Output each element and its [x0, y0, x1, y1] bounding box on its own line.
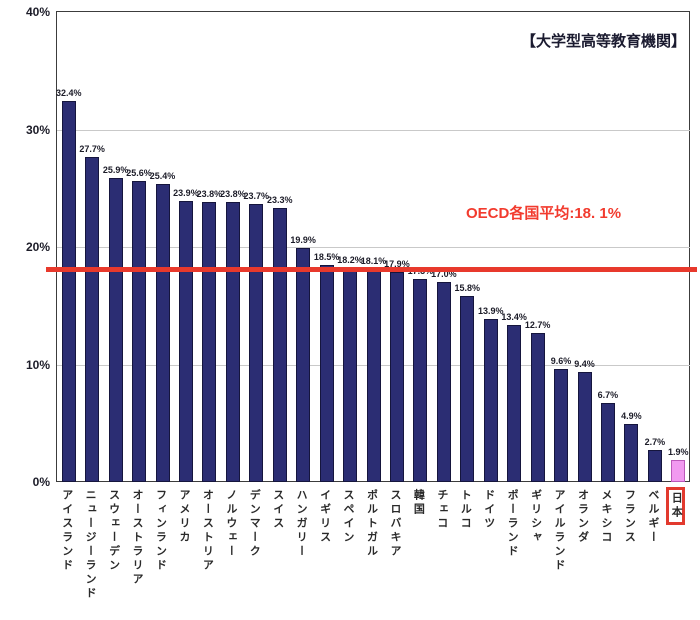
- x-axis-label-ハンガリー: ハンガリー: [295, 489, 308, 559]
- x-axis-label-日本: 日本: [666, 487, 686, 525]
- x-axis-label-韓国: 韓国: [412, 489, 425, 517]
- x-axis-label-ギリシャ: ギリシャ: [529, 489, 542, 545]
- bar-韓国: [413, 278, 428, 482]
- x-axis-label-ベルギー: ベルギー: [646, 489, 659, 545]
- x-axis-label-ドイツ: ドイツ: [482, 489, 495, 531]
- x-axis-label-メキシコ: メキシコ: [599, 489, 612, 545]
- value-label: 15.8%: [454, 283, 481, 294]
- bar-メキシコ: [600, 403, 615, 482]
- value-label: 2.7%: [644, 437, 666, 448]
- x-axis-label-トルコ: トルコ: [459, 489, 472, 531]
- bar-ポルトガル: [366, 269, 381, 482]
- bar-ベルギー: [647, 450, 662, 482]
- x-axis-label-アメリカ: アメリカ: [177, 489, 190, 545]
- value-label: 9.6%: [550, 356, 572, 367]
- bar-アイルランド: [554, 369, 569, 482]
- value-label: 23.8%: [220, 189, 246, 200]
- x-axis-label-チェコ: チェコ: [435, 489, 448, 531]
- x-axis-label-アイスランド: アイスランド: [60, 489, 73, 573]
- value-label: 4.9%: [621, 411, 642, 422]
- y-tick-label: 40%: [25, 5, 50, 19]
- gridline: [57, 247, 690, 248]
- x-axis-label-オーストリア: オーストリア: [201, 489, 214, 573]
- oecd-average-label: OECD各国平均:18. 1%: [466, 205, 622, 222]
- bar-日本: [671, 459, 686, 482]
- value-label: 25.4%: [149, 170, 176, 181]
- x-axis-label-スロバキア: スロバキア: [388, 489, 401, 559]
- value-label: 23.3%: [266, 195, 293, 206]
- x-axis-label-オーストラリア: オーストラリア: [131, 489, 144, 587]
- x-axis-label-ノルウェー: ノルウェー: [224, 489, 237, 559]
- oecd-average-line: [46, 267, 697, 272]
- y-tick-label: 10%: [25, 357, 50, 372]
- value-label: 23.9%: [173, 188, 199, 199]
- value-label: 12.7%: [524, 319, 551, 330]
- value-label: 18.1%: [360, 256, 387, 267]
- bar-オーストラリア: [132, 181, 147, 482]
- x-axis-label-ニュージーランド: ニュージーランド: [84, 489, 97, 601]
- bar-ギリシャ: [530, 332, 545, 482]
- chart-title: 【大学型高等教育機関】: [520, 33, 686, 50]
- x-axis-label-デンマーク: デンマーク: [248, 489, 261, 559]
- value-label: 32.4%: [55, 88, 82, 99]
- value-label: 1.9%: [668, 446, 689, 457]
- bar-オーストリア: [202, 202, 217, 482]
- y-tick-label: 20%: [25, 240, 50, 254]
- value-label: 18.2%: [337, 255, 363, 266]
- x-axis-label-スイス: スイス: [271, 489, 284, 531]
- bar-フランス: [624, 424, 639, 482]
- value-label: 6.7%: [597, 390, 619, 401]
- value-label: 13.4%: [501, 311, 527, 322]
- bar-ポーランド: [507, 324, 522, 482]
- bar-デンマーク: [249, 203, 264, 482]
- value-label: 18.5%: [313, 251, 340, 262]
- x-axis-label-ポーランド: ポーランド: [506, 489, 519, 559]
- x-axis-label-スペイン: スペイン: [342, 489, 355, 545]
- bar-フィンランド: [155, 183, 170, 482]
- x-axis-label-フィンランド: フィンランド: [154, 489, 167, 573]
- bar-ハンガリー: [296, 248, 311, 482]
- value-label: 23.8%: [196, 189, 223, 200]
- bar-スロバキア: [389, 271, 404, 482]
- x-axis-label-オランダ: オランダ: [576, 489, 589, 545]
- bar-スイス: [272, 208, 287, 482]
- x-axis-label-イギリス: イギリス: [318, 489, 331, 545]
- value-label: 13.9%: [477, 305, 504, 316]
- value-label: 17.9%: [384, 258, 410, 269]
- bar-オランダ: [577, 371, 592, 482]
- y-tick-label: 30%: [25, 122, 50, 137]
- bar-アイスランド: [61, 101, 76, 482]
- value-label: 23.7%: [243, 190, 270, 201]
- gridline: [57, 129, 690, 131]
- value-label: 25.6%: [126, 168, 152, 179]
- value-label: 25.9%: [102, 164, 129, 175]
- x-axis-label-スウェーデン: スウェーデン: [107, 489, 120, 573]
- value-label: 17.0%: [431, 269, 457, 280]
- bar-ドイツ: [483, 318, 498, 482]
- x-axis-label-フランス: フランス: [623, 489, 636, 545]
- value-label: 27.7%: [79, 143, 105, 154]
- bar-スペイン: [343, 268, 358, 482]
- value-label: 9.4%: [574, 358, 595, 369]
- bar-ニュージーランド: [85, 156, 100, 482]
- bar-ノルウェー: [225, 202, 240, 482]
- bar-チェコ: [436, 282, 451, 482]
- y-tick-label: 0%: [32, 475, 50, 489]
- bar-スウェーデン: [108, 177, 123, 482]
- x-axis-label-ポルトガル: ポルトガル: [365, 489, 378, 559]
- bar-アメリカ: [178, 201, 193, 482]
- bar-イギリス: [319, 264, 334, 482]
- bar-トルコ: [460, 296, 475, 482]
- x-axis-label-アイルランド: アイルランド: [553, 489, 566, 573]
- value-label: 19.9%: [290, 235, 316, 246]
